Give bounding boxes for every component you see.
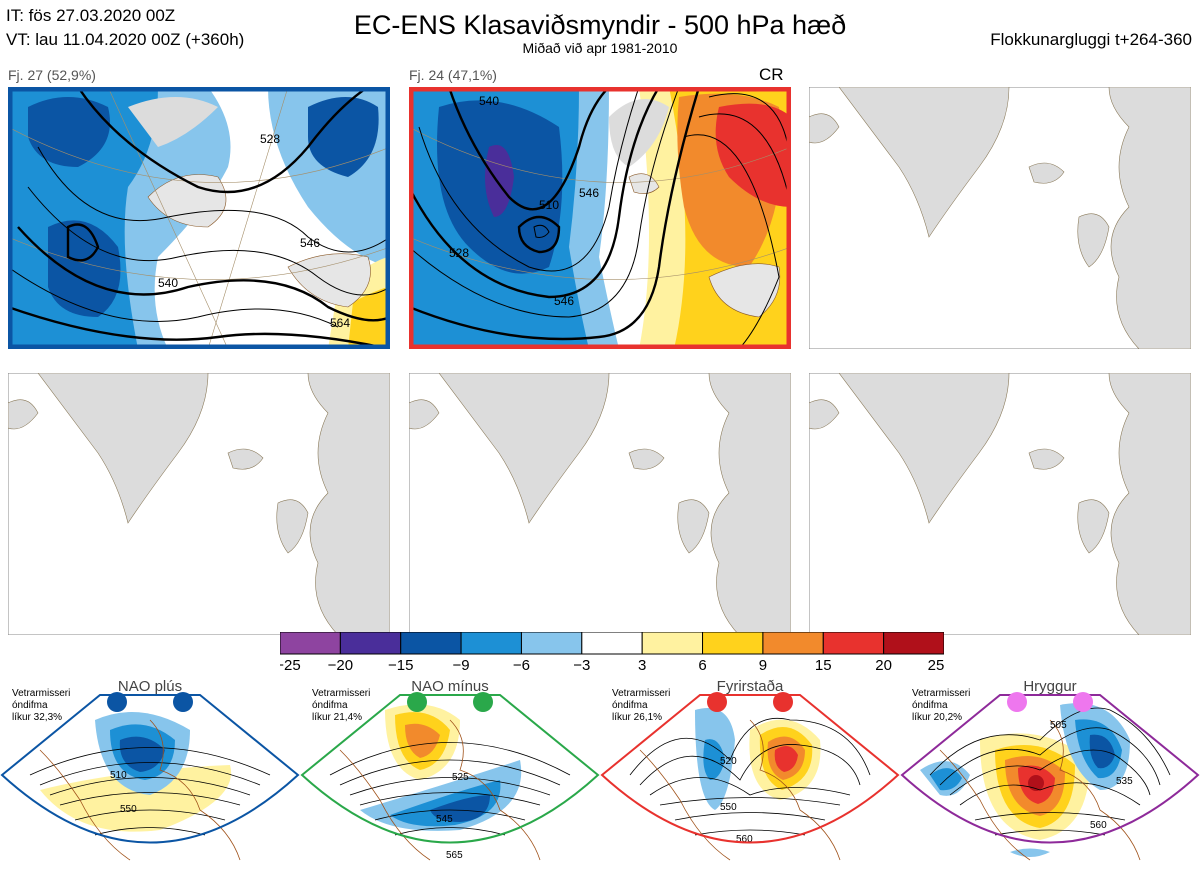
page-subtitle: Miðað við apr 1981-2010 [522, 40, 678, 56]
regime-map: 525 545 565 [300, 692, 600, 861]
regime-nao-minus: NAO mínus Vetrarmisseri óndifma líkur 21,4… [300, 678, 600, 870]
regime-frame [0, 694, 300, 844]
colorbar-swatch [702, 632, 764, 655]
contour-label: 564 [330, 316, 350, 330]
page-title: EC-ENS Klasaviðsmyndir - 500 hPa hæð [353, 10, 847, 40]
regime-note: Vetrarmisseri óndifma líkur 32,3% [12, 688, 71, 723]
contour-label: 540 [479, 94, 499, 108]
colorbar-tick-label: −20 [328, 657, 353, 674]
regime-title: Hryggur [1023, 678, 1077, 695]
colorbar-swatch [460, 632, 522, 655]
regime-frame [600, 694, 900, 844]
colorbar-tick-label: 25 [928, 657, 944, 674]
contour-label: 535 [1116, 776, 1133, 787]
init-time: IT: fös 27.03.2020 00Z [6, 6, 176, 25]
colorbar-tick-label: 15 [815, 657, 832, 674]
colorbar-swatch [641, 632, 704, 655]
regime-frame [900, 694, 1200, 844]
contour-label: 510 [539, 198, 559, 212]
colorbar-swatch [581, 632, 643, 655]
colorbar-tick-label: −15 [388, 657, 413, 674]
regime-dot [1007, 692, 1027, 712]
colorbar-tick-label: 3 [638, 657, 646, 674]
colorbar-swatch [762, 632, 824, 655]
colorbar-swatch [400, 632, 462, 655]
contour-label: 505 [1050, 720, 1067, 731]
cluster-label: Fj. 24 (47,1%) [409, 67, 497, 83]
contour-label: 545 [436, 814, 453, 825]
window-label: Flokkunargluggi t+264-360 [990, 30, 1192, 49]
contour-label: 550 [120, 804, 137, 815]
contour-label: 546 [300, 236, 320, 250]
regime-dot [107, 692, 127, 712]
cluster-panel-6 [809, 373, 1191, 635]
regime-title: NAO plús [117, 678, 183, 695]
regime-frame [300, 694, 600, 844]
contour-label: 540 [158, 276, 178, 290]
regime-note: Vetrarmisseri óndifma líkur 20,2% [912, 688, 971, 723]
empty-cluster-map [809, 87, 1191, 349]
cluster-map-2: 540 546 528 510 546 [409, 87, 791, 349]
regime-dot [707, 692, 727, 712]
regime-title: Fyrirstaða [716, 678, 784, 695]
contour-label: 528 [449, 246, 469, 260]
regime-dot [773, 692, 793, 712]
colorbar-tick-label: 20 [875, 657, 892, 674]
cluster-panel-5 [409, 373, 791, 635]
contour-label: 560 [736, 834, 753, 845]
cluster-map-1: 528 546 540 564 [8, 87, 390, 349]
colorbar-tick-label: −3 [573, 657, 590, 674]
cluster-frame [409, 87, 791, 349]
regime-note: Vetrarmisseri óndifma líkur 26,1% [612, 688, 671, 723]
regime-map: 510 550 [0, 692, 300, 861]
contour-label: 525 [452, 772, 469, 783]
empty-cluster-map [409, 373, 791, 635]
colorbar-tick-label: 9 [759, 657, 767, 674]
regime-dot [1073, 692, 1093, 712]
colorbar-swatch [520, 632, 583, 655]
regime-nao-plus: NAO plús Vetrarmisseri óndifma líkur 32,3%… [0, 678, 300, 870]
regime-note: Vetrarmisseri óndifma líkur 21,4% [312, 688, 371, 723]
colorbar-tick-label: 6 [698, 657, 706, 674]
cluster-panel-3 [809, 87, 1191, 349]
contour-label: 546 [579, 186, 599, 200]
colorbar-swatch [280, 632, 341, 655]
regime-blocking: Fyrirstaða Vetrarmisseri óndifma líkur 26,… [600, 678, 900, 870]
regime-dot [173, 692, 193, 712]
cluster-panel-1: 528 546 540 564 Fj. 27 (52,9%) [8, 67, 390, 349]
cluster-panel-4 [8, 373, 390, 635]
contour-label: 550 [720, 802, 737, 813]
cluster-label: Fj. 27 (52,9%) [8, 67, 96, 83]
cluster-panel-2: 540 546 528 510 546 Fj. 24 (47,1%) CR [409, 65, 791, 349]
regime-map: 505 535 560 [900, 692, 1200, 861]
colorbar-swatch [339, 632, 402, 655]
contour-label: 546 [554, 294, 574, 308]
empty-cluster-map [8, 373, 390, 635]
colorbar-swatch [822, 632, 885, 655]
valid-time: VT: lau 11.04.2020 00Z (+360h) [6, 30, 245, 49]
regime-title: NAO mínus [411, 678, 489, 695]
colorbar-tick-label: −6 [513, 657, 530, 674]
colorbar-tick-label: −25 [280, 657, 301, 674]
contour-label: 528 [260, 132, 280, 146]
cluster-frame [8, 87, 390, 349]
regime-ridge: Hryggur Vetrarmisseri óndifma líkur 20,2% … [900, 678, 1200, 870]
colorbar-tick-label: −9 [453, 657, 470, 674]
regime-map: 520 550 560 [600, 692, 900, 861]
regime-dot [473, 692, 493, 712]
colorbar: −25 −20 −15 −9 −6 −3 3 6 9 15 20 25 [280, 632, 944, 674]
contour-label: 565 [446, 850, 463, 861]
contour-label: 520 [720, 756, 737, 767]
empty-cluster-map [809, 373, 1191, 635]
contour-label: 510 [110, 770, 127, 781]
cluster-tag: CR [759, 65, 784, 84]
contour-label: 560 [1090, 820, 1107, 831]
colorbar-swatch [883, 632, 944, 655]
regime-dot [407, 692, 427, 712]
